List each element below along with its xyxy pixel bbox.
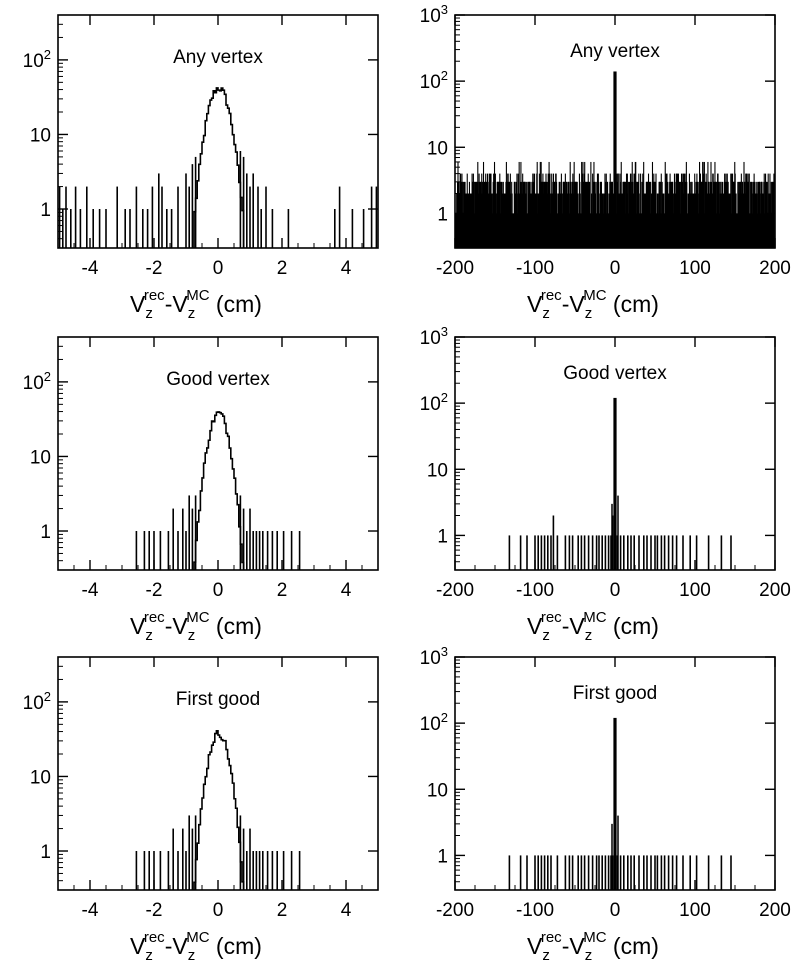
- y-tick-label: 1: [437, 526, 448, 547]
- x-tick-label: -2: [146, 580, 163, 601]
- x-tick-label: -4: [82, 580, 99, 601]
- y-tick-label: 103: [420, 644, 448, 669]
- x-tick-label: -2: [146, 900, 163, 921]
- panel-3: -4 -2 0 2 4 1 10 102 Good vertex Vzrec-VzMC (cm): [23, 336, 379, 644]
- x-axis-label: Vzrec-VzMC (cm): [527, 287, 659, 322]
- x-tick-label: 200: [759, 900, 791, 921]
- x-axis-label: Vzrec-VzMC (cm): [527, 929, 659, 964]
- x-tick-label: -100: [516, 900, 554, 921]
- panel-6: -200 -100 0 100 200 1 10 102 103 First good Vzrec-…: [420, 644, 791, 964]
- y-tick-label: 1: [40, 200, 51, 221]
- y-tick-label: 1: [437, 204, 448, 225]
- x-tick-label: 0: [213, 900, 224, 921]
- x-tick-label: -100: [516, 258, 554, 279]
- panel-1: -4 -2 0 2 4 1 10 102 Any vertex Vzrec-VzMC (cm): [23, 14, 379, 322]
- x-tick-label: 0: [610, 900, 621, 921]
- x-tick-label: 0: [213, 258, 224, 279]
- x-tick-label: -4: [82, 258, 99, 279]
- y-tick-label: 10: [427, 780, 448, 801]
- peak-bar: [613, 717, 617, 890]
- y-tick-label: 10: [30, 767, 51, 788]
- y-tick-label: 102: [23, 689, 51, 714]
- x-tick-label: 200: [759, 580, 791, 601]
- y-tick-label: 102: [420, 390, 448, 415]
- x-tick-label: 100: [679, 258, 711, 279]
- x-tick-label: -200: [436, 900, 474, 921]
- x-tick-label: -4: [82, 900, 99, 921]
- x-axis-label: Vzrec-VzMC (cm): [130, 929, 262, 964]
- data-marks: [135, 411, 301, 570]
- y-tick-label: 102: [420, 710, 448, 735]
- x-tick-label: 0: [610, 258, 621, 279]
- x-tick-label: 200: [759, 258, 791, 279]
- panel-title: First good: [176, 689, 260, 710]
- panel-title: Good vertex: [563, 363, 667, 384]
- y-tick-label: 10: [427, 460, 448, 481]
- panel-title: Good vertex: [166, 369, 270, 390]
- panel-5: -4 -2 0 2 4 1 10 102 First good Vzrec-VzMC (cm): [23, 656, 379, 964]
- x-tick-label: 2: [277, 580, 288, 601]
- peak-histogram: [193, 87, 245, 248]
- x-tick-label: 4: [341, 258, 352, 279]
- peak-histogram: [193, 730, 245, 890]
- x-tick-label: 100: [679, 900, 711, 921]
- y-tick-label: 103: [420, 324, 448, 349]
- y-tick-label: 10: [427, 138, 448, 159]
- y-tick-label: 1: [40, 522, 51, 543]
- x-tick-label: 0: [610, 580, 621, 601]
- data-marks: [135, 730, 301, 890]
- x-axis-label: Vzrec-VzMC (cm): [527, 609, 659, 644]
- panel-title: Any vertex: [173, 47, 263, 68]
- data-marks: [508, 717, 732, 890]
- data-marks: [455, 71, 775, 248]
- x-tick-label: -200: [436, 580, 474, 601]
- panel-title: First good: [573, 683, 657, 704]
- peak-histogram: [193, 411, 245, 570]
- x-tick-label: 2: [277, 900, 288, 921]
- y-tick-label: 1: [437, 846, 448, 867]
- panel-2: -200 -100 0 100 200 1 10 102 103 Any vertex Vzrec-…: [420, 2, 791, 322]
- x-tick-label: -200: [436, 258, 474, 279]
- x-tick-label: 4: [341, 580, 352, 601]
- y-tick-label: 102: [23, 369, 51, 394]
- y-tick-label: 10: [30, 125, 51, 146]
- x-axis-label: Vzrec-VzMC (cm): [130, 287, 262, 322]
- y-tick-label: 102: [23, 47, 51, 72]
- x-tick-label: 0: [213, 580, 224, 601]
- data-marks: [58, 87, 378, 248]
- x-axis-label: Vzrec-VzMC (cm): [130, 609, 262, 644]
- y-tick-label: 1: [40, 842, 51, 863]
- panel-title: Any vertex: [570, 41, 660, 62]
- x-tick-label: -100: [516, 580, 554, 601]
- y-tick-label: 10: [30, 447, 51, 468]
- peak-bar: [613, 397, 617, 570]
- x-tick-label: 4: [341, 900, 352, 921]
- data-marks: [508, 397, 732, 570]
- peak-bar: [613, 71, 617, 248]
- panel-4: -200 -100 0 100 200 1 10 102 103 Good vertex Vzrec…: [420, 324, 791, 644]
- x-tick-label: -2: [146, 258, 163, 279]
- x-tick-label: 100: [679, 580, 711, 601]
- y-tick-label: 102: [420, 68, 448, 93]
- x-tick-label: 2: [277, 258, 288, 279]
- y-tick-label: 103: [420, 2, 448, 27]
